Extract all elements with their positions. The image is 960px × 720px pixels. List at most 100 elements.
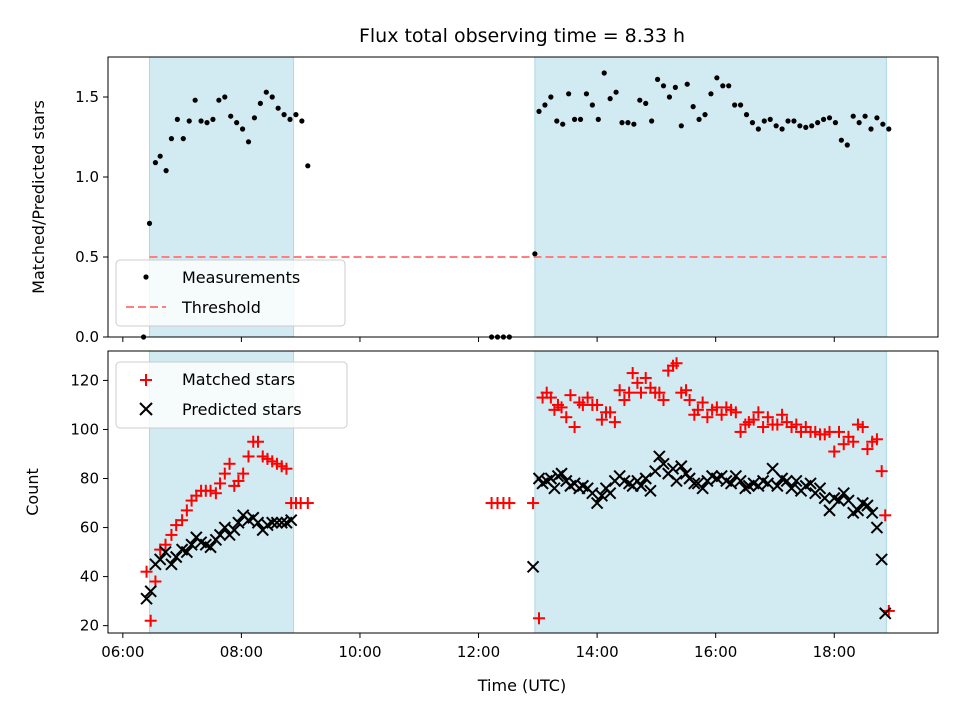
measurement-point (269, 94, 275, 100)
x-tick-label-6: 18:00 (813, 643, 856, 661)
predicted-star-point (696, 482, 709, 495)
measurement-point (862, 113, 868, 119)
predicted-star-point (266, 516, 279, 529)
measurement-point (749, 120, 756, 126)
matched-star-point (696, 396, 709, 409)
x-tick-label-1: 08:00 (220, 643, 263, 661)
measurement-point (886, 126, 892, 132)
matched-star-point (232, 474, 245, 487)
y-tick-label-3: 1.5 (75, 88, 99, 106)
predicted-star-point (590, 496, 604, 510)
matched-star-point (761, 411, 774, 424)
measurement-point (743, 112, 750, 118)
matched-star-point (595, 413, 608, 426)
predicted-star-point (284, 513, 298, 527)
measurement-point (204, 120, 210, 126)
matched-star-point (691, 403, 704, 416)
measurement-point (820, 116, 827, 122)
measurement-point (210, 116, 216, 122)
predicted-star-point (270, 516, 284, 529)
measurement-point (631, 121, 637, 127)
measurement-point (554, 118, 560, 124)
measurement-point (168, 136, 175, 142)
matched-star-point (581, 391, 594, 404)
predicted-star-point (586, 487, 599, 500)
measurement-point (251, 115, 258, 121)
predicted-star-point (595, 489, 609, 502)
measurement-point (643, 100, 649, 106)
predicted-star-point (861, 499, 874, 512)
measurement-point (299, 118, 305, 124)
predicted-star-point (766, 462, 779, 475)
measurement-point (797, 123, 803, 129)
matched-star-point (670, 357, 683, 370)
matched-star-point (214, 477, 227, 490)
matched-star-point (560, 411, 573, 424)
measurement-point (708, 91, 714, 97)
matched-star-point (604, 406, 617, 419)
predicted-star-point (228, 523, 241, 537)
matched-star-point (870, 433, 883, 446)
measurement-point (856, 120, 862, 126)
measurement-point (607, 96, 613, 102)
predicted-stars-series (140, 450, 892, 620)
measurement-point (293, 112, 299, 118)
y-tick-label-1: 40 (80, 568, 99, 586)
predicted-star-point (837, 487, 850, 500)
matched-star-point (623, 386, 636, 399)
measurement-point (192, 97, 198, 103)
measurement-point (163, 168, 169, 174)
ratio-panel-y-tick-labels: 0.0 0.5 1.0 1.5 (75, 88, 99, 346)
matched-star-point (757, 421, 770, 434)
measurement-point (868, 126, 874, 132)
measurement-point (684, 81, 690, 87)
measurement-point (157, 153, 163, 159)
matched-star-point (776, 408, 789, 421)
matched-star-point (771, 418, 784, 431)
count-panel-ticks (103, 379, 835, 638)
predicted-star-point (185, 538, 198, 551)
measurement-point (536, 108, 542, 114)
ratio-panel-ticks (103, 96, 835, 342)
measurement-point (152, 160, 159, 166)
measurement-point (571, 116, 578, 122)
measurement-point (803, 124, 809, 130)
predicted-star-point (169, 550, 183, 564)
predicted-star-point (653, 450, 666, 463)
ratio-panel-ylabel: Matched/Predicted stars (29, 100, 48, 294)
predicted-stars-legend-label: Predicted stars (182, 400, 302, 419)
matched-star-point (564, 389, 577, 402)
predicted-star-point (688, 477, 701, 490)
matched-star-point (568, 421, 581, 434)
measurement-point (832, 120, 839, 126)
matched-star-point (715, 408, 728, 421)
predicted-star-point (870, 521, 884, 534)
y-tick-label-1: 0.5 (75, 248, 99, 266)
measurement-point (287, 116, 293, 122)
measurement-point (245, 139, 252, 145)
matched-star-point (653, 386, 666, 399)
x-axis-label: Time (UTC) (477, 676, 566, 695)
x-tick-label-0: 06:00 (101, 643, 144, 661)
predicted-star-point (555, 467, 568, 480)
matched-star-point (861, 443, 874, 456)
matched-star-point (875, 465, 888, 478)
predicted-star-point (771, 479, 784, 493)
predicted-star-point (785, 482, 798, 495)
matched-star-point (634, 386, 647, 399)
measurement-point (625, 120, 631, 126)
y-tick-label-3: 80 (80, 470, 99, 488)
predicted-star-point (804, 477, 817, 490)
matched-star-point (591, 398, 604, 411)
matched-star-point (280, 462, 293, 475)
ratio-panel-frame (107, 56, 939, 338)
measurement-point (649, 118, 655, 124)
measurement-point (720, 83, 726, 89)
y-tick-label-2: 60 (80, 519, 99, 537)
count-panel-ylabel: Count (23, 468, 42, 516)
matched-star-point (680, 384, 693, 397)
predicted-star-point (670, 474, 683, 488)
matched-star-point (555, 401, 568, 414)
ratio-panel-shaded-intervals (149, 56, 887, 338)
predicted-star-point (544, 472, 558, 485)
